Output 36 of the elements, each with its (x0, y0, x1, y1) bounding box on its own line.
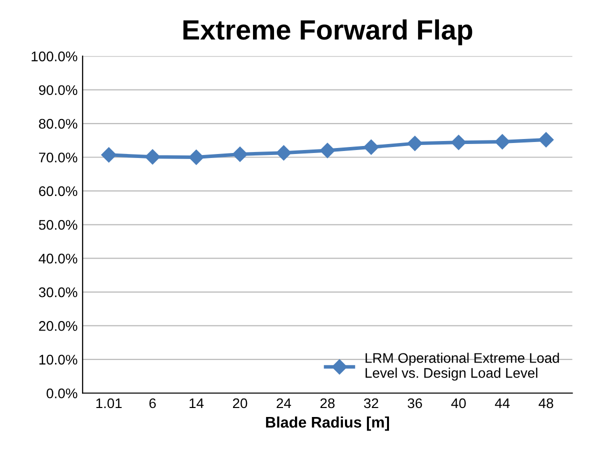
legend-label: LRM Operational Extreme Load Level vs. Design Load Level (366, 352, 559, 381)
y-tick-label: 80.0% (38, 118, 78, 129)
x-tick-label: 1.01 (96, 398, 122, 408)
x-tick-label: 14 (190, 398, 204, 408)
y-tick-label: 0.0% (46, 388, 78, 398)
point (232, 146, 248, 162)
x-tick-label: 44 (494, 398, 510, 408)
point (101, 147, 116, 162)
y-tick-label: 50.0% (38, 220, 78, 230)
x-axis-title: Blade Radius [m] (266, 416, 389, 431)
x-tick-label: 40 (451, 398, 466, 408)
y-tick-label: 40.0% (38, 254, 78, 264)
x-tick-label: 32 (364, 398, 378, 408)
y-tick-label: 90.0% (39, 85, 78, 96)
y-tick-label: 30.0% (38, 287, 78, 298)
point (538, 132, 554, 148)
y-tick-label: 70.0% (39, 152, 78, 162)
x-tick-label: 28 (320, 398, 335, 408)
point (364, 140, 379, 155)
y-tick-label: 20.0% (39, 321, 78, 331)
point (144, 149, 160, 164)
point (276, 145, 292, 160)
y-tick-label: 10.0% (39, 354, 78, 365)
x-tick-label: 48 (538, 398, 554, 408)
point (320, 142, 336, 158)
x-tick-label: 24 (276, 398, 292, 408)
chart-title: Extreme Forward Flap (183, 19, 472, 46)
point (188, 150, 204, 165)
point (451, 134, 466, 150)
x-tick-label: 36 (408, 398, 422, 408)
x-tick-label: 20 (232, 398, 248, 408)
y-tick-label: 100.0% (32, 51, 78, 62)
x-tick-label: 6 (149, 398, 156, 408)
y-tick-label: 60.0% (39, 186, 78, 196)
point (407, 136, 422, 151)
point (494, 134, 510, 150)
